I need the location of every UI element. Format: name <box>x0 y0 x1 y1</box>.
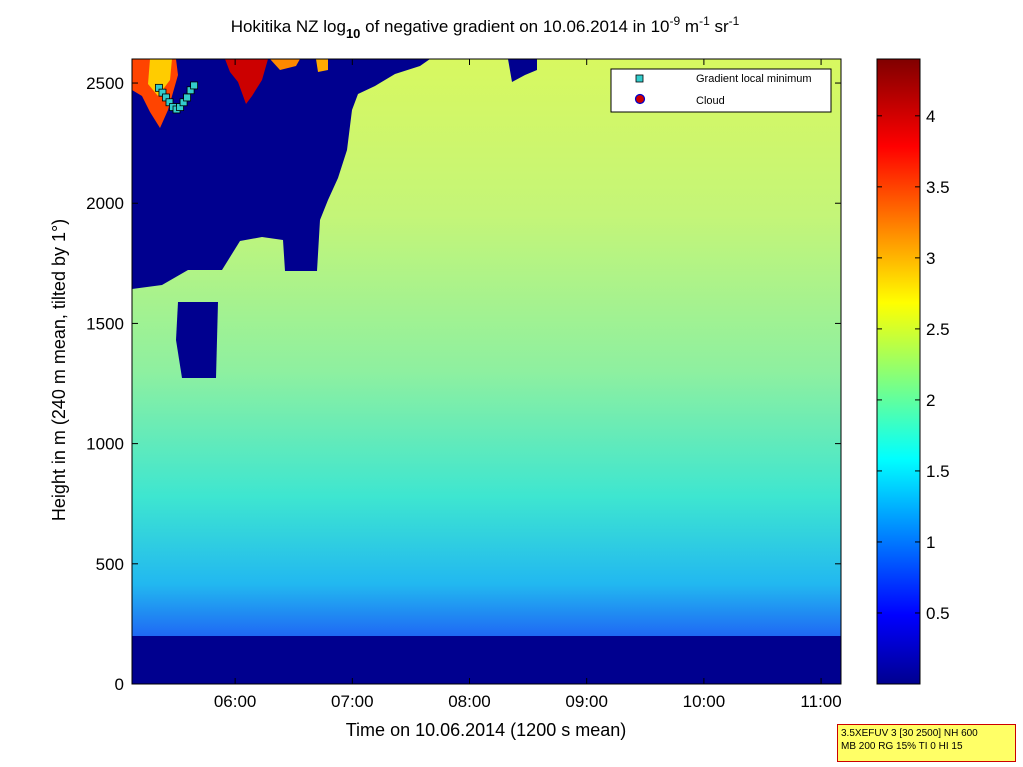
legend: Gradient local minimum Cloud <box>610 68 832 113</box>
y-tick-label: 500 <box>96 555 124 574</box>
info-box: 3.5XEFUV 3 [30 2500] NH 600 MB 200 RG 15… <box>837 724 1016 762</box>
y-tick-label: 1000 <box>86 435 124 454</box>
colorbar-gradient <box>876 58 921 685</box>
y-tick-label: 0 <box>115 675 124 694</box>
title-sup1: -9 <box>670 14 681 28</box>
title-unit2: sr <box>710 17 729 36</box>
heatmap-notch <box>508 59 537 82</box>
x-axis-label: Time on 10.06.2014 (1200 s mean) <box>346 720 627 740</box>
heatmap-no-signal-region <box>132 59 430 289</box>
gradient-minimum-point <box>190 81 199 90</box>
x-axis: 06:00 07:00 08:00 09:00 10:00 11:00 <box>214 59 842 711</box>
heatmap-no-signal-hole <box>176 302 218 378</box>
title-unit1: m <box>680 17 699 36</box>
colorbar-tick-label: 0.5 <box>926 604 950 623</box>
colorbar-tick-label: 1.5 <box>926 462 950 481</box>
y-tick-label: 2000 <box>86 194 124 213</box>
title-sup2: -1 <box>699 14 710 28</box>
title-sub: 10 <box>346 26 360 41</box>
info-line-2: MB 200 RG 15% TI 0 HI 15 <box>841 741 963 752</box>
heatmap-field <box>132 59 841 684</box>
colorbar-tick-label: 4 <box>926 107 935 126</box>
colorbar-tick-label: 3.5 <box>926 178 950 197</box>
y-tick-label: 2500 <box>86 74 124 93</box>
x-tick-label: 08:00 <box>448 692 491 711</box>
title-middle: of negative gradient on 10.06.2014 in 10 <box>360 17 669 36</box>
colorbar: 0.5 1 1.5 2 2.5 3 3.5 4 <box>876 58 950 685</box>
legend-square-marker <box>635 74 644 83</box>
legend-box <box>610 68 832 113</box>
title-prefix: Hokitika NZ log <box>231 17 346 36</box>
legend-circle-marker <box>634 93 646 105</box>
colorbar-ticks: 0.5 1 1.5 2 2.5 3 3.5 4 <box>877 107 950 623</box>
legend-label-minimum: Gradient local minimum <box>696 73 812 85</box>
x-tick-label: 10:00 <box>683 692 726 711</box>
colorbar-tick-label: 1 <box>926 533 935 552</box>
colorbar-tick-label: 3 <box>926 249 935 268</box>
chart-title: Hokitika NZ log10 of negative gradient o… <box>231 14 740 41</box>
colorbar-tick-label: 2.5 <box>926 320 950 339</box>
colorbar-tick-label: 2 <box>926 391 935 410</box>
gradient-minimum-markers <box>155 81 199 114</box>
y-axis-label: Height in m (240 m mean, tilted by 1°) <box>49 219 69 521</box>
y-tick-label: 1500 <box>86 314 124 333</box>
plot-frame <box>131 58 842 685</box>
gradient-minimum-point <box>183 93 191 102</box>
x-tick-label: 09:00 <box>565 692 608 711</box>
x-tick-label: 07:00 <box>331 692 374 711</box>
title-sup3: -1 <box>729 14 740 28</box>
x-tick-label: 06:00 <box>214 692 257 711</box>
legend-label-cloud: Cloud <box>696 95 725 107</box>
x-tick-label: 11:00 <box>800 692 841 711</box>
y-axis: 0 500 1000 1500 2000 2500 <box>86 74 841 694</box>
info-line-1: 3.5XEFUV 3 [30 2500] NH 600 <box>841 728 978 739</box>
heatmap-bottom-band <box>132 636 841 684</box>
